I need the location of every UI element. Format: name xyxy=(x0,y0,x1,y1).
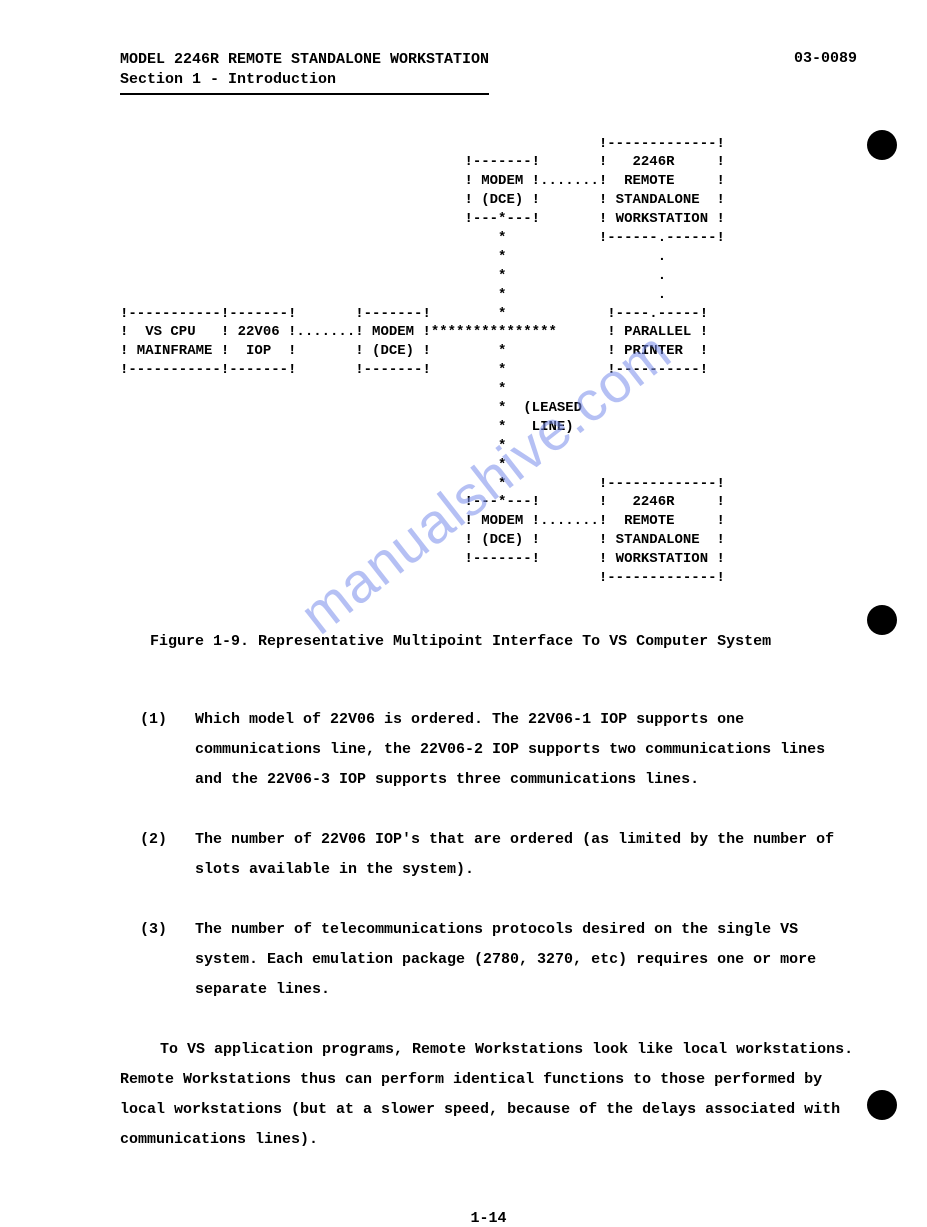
list-item-number: (3) xyxy=(140,915,195,1005)
list-item-text: The number of 22V06 IOP's that are order… xyxy=(195,825,857,885)
list-item-text: Which model of 22V06 is ordered. The 22V… xyxy=(195,705,857,795)
punch-hole-icon xyxy=(867,130,897,160)
page-number: 1-14 xyxy=(120,1210,857,1227)
header-title-line1: MODEL 2246R REMOTE STANDALONE WORKSTATIO… xyxy=(120,50,489,70)
figure-caption: Figure 1-9. Representative Multipoint In… xyxy=(150,633,857,650)
list-item-number: (1) xyxy=(140,705,195,795)
list-item-number: (2) xyxy=(140,825,195,885)
header-title-block: MODEL 2246R REMOTE STANDALONE WORKSTATIO… xyxy=(120,50,489,95)
page-header: MODEL 2246R REMOTE STANDALONE WORKSTATIO… xyxy=(120,50,857,95)
punch-hole-icon xyxy=(867,1090,897,1120)
header-title-line2: Section 1 - Introduction xyxy=(120,70,489,90)
body-paragraph: To VS application programs, Remote Works… xyxy=(120,1035,857,1155)
list-item-text: The number of telecommunications protoco… xyxy=(195,915,857,1005)
numbered-list: (1) Which model of 22V06 is ordered. The… xyxy=(120,705,857,1005)
header-docnum: 03-0089 xyxy=(794,50,857,95)
page: MODEL 2246R REMOTE STANDALONE WORKSTATIO… xyxy=(0,0,927,1195)
punch-hole-icon xyxy=(867,605,897,635)
list-item: (3) The number of telecommunications pro… xyxy=(120,915,857,1005)
list-item: (2) The number of 22V06 IOP's that are o… xyxy=(120,825,857,885)
ascii-diagram: !-------------! !-------! ! 2246R ! ! MO… xyxy=(120,135,857,588)
list-item: (1) Which model of 22V06 is ordered. The… xyxy=(120,705,857,795)
